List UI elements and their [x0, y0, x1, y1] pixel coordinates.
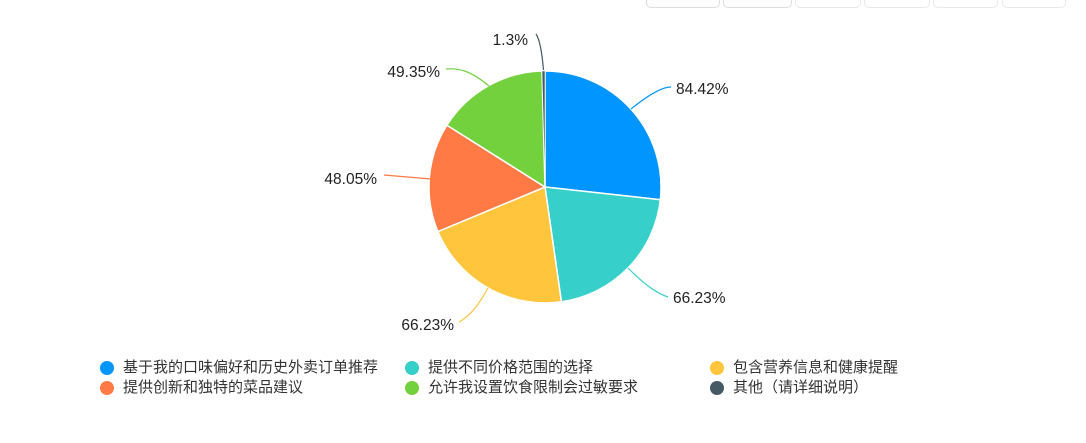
legend-dot-2: [710, 361, 724, 375]
pie-slice-5[interactable]: [541, 70, 546, 188]
legend-dot-0: [100, 361, 114, 375]
pie-percent-label-4: 49.35%: [387, 64, 440, 81]
pie-percent-label-1: 66.23%: [673, 290, 726, 307]
pie-label-line-5: [535, 33, 545, 71]
legend-dot-1: [405, 361, 419, 375]
legend-item-0[interactable]: 基于我的口味偏好和历史外卖订单推荐: [100, 358, 378, 378]
top-tab-1[interactable]: [646, 0, 720, 8]
legend-item-3[interactable]: 提供创新和独特的菜品建议: [100, 378, 378, 398]
legend-label-4: 允许我设置饮食限制会过敏要求: [428, 379, 639, 396]
legend-item-4[interactable]: 允许我设置饮食限制会过敏要求: [405, 378, 638, 398]
top-tab-5[interactable]: [933, 0, 998, 8]
pie-label-line-1: [627, 267, 669, 298]
top-tab-3[interactable]: [795, 0, 861, 8]
legend-dot-5: [710, 381, 724, 395]
top-tab-6[interactable]: [1002, 0, 1066, 8]
top-tab-4[interactable]: [864, 0, 930, 8]
legend-label-0: 基于我的口味偏好和历史外卖订单推荐: [123, 359, 379, 376]
legend-item-5[interactable]: 其他（请详细说明）: [710, 378, 898, 398]
pie-label-line-2: [458, 287, 489, 323]
legend-label-2: 包含营养信息和健康提醒: [733, 359, 899, 376]
legend-column-3: 包含营养信息和健康提醒 其他（请详细说明）: [710, 358, 898, 398]
pie-percent-label-5: 1.3%: [493, 32, 529, 49]
top-tab-2[interactable]: [723, 0, 792, 8]
pie-slice-0[interactable]: [544, 70, 662, 201]
legend-item-2[interactable]: 包含营养信息和健康提醒: [710, 358, 898, 378]
pie-chart: 84.42% 66.23% 66.23% 48.05% 49.35% 1.3%: [324, 32, 729, 334]
pie-slice-4[interactable]: [446, 70, 546, 188]
pie-slice-3[interactable]: [428, 124, 546, 233]
legend-label-1: 提供不同价格范围的选择: [428, 359, 594, 376]
legend-dot-4: [405, 381, 419, 395]
pie-label-line-4: [445, 68, 490, 87]
pie-percent-label-2: 66.23%: [401, 317, 454, 334]
legend-label-5: 其他（请详细说明）: [733, 379, 869, 396]
pie-percent-label-3: 48.05%: [324, 171, 377, 188]
legend-column-2: 提供不同价格范围的选择允许我设置饮食限制会过敏要求: [405, 358, 638, 398]
legend-column-1: 基于我的口味偏好和历史外卖订单推荐 提供创新和独特的菜品建议: [100, 358, 378, 398]
pie-label-line-0: [630, 86, 672, 110]
pie-label-line-3: [383, 174, 432, 180]
pie-percent-label-0: 84.42%: [676, 81, 729, 98]
pie-slice-1[interactable]: [544, 186, 662, 303]
legend-item-1[interactable]: 提供不同价格范围的选择: [405, 358, 638, 378]
legend-dot-3: [100, 381, 114, 395]
legend-label-3: 提供创新和独特的菜品建议: [123, 379, 304, 396]
